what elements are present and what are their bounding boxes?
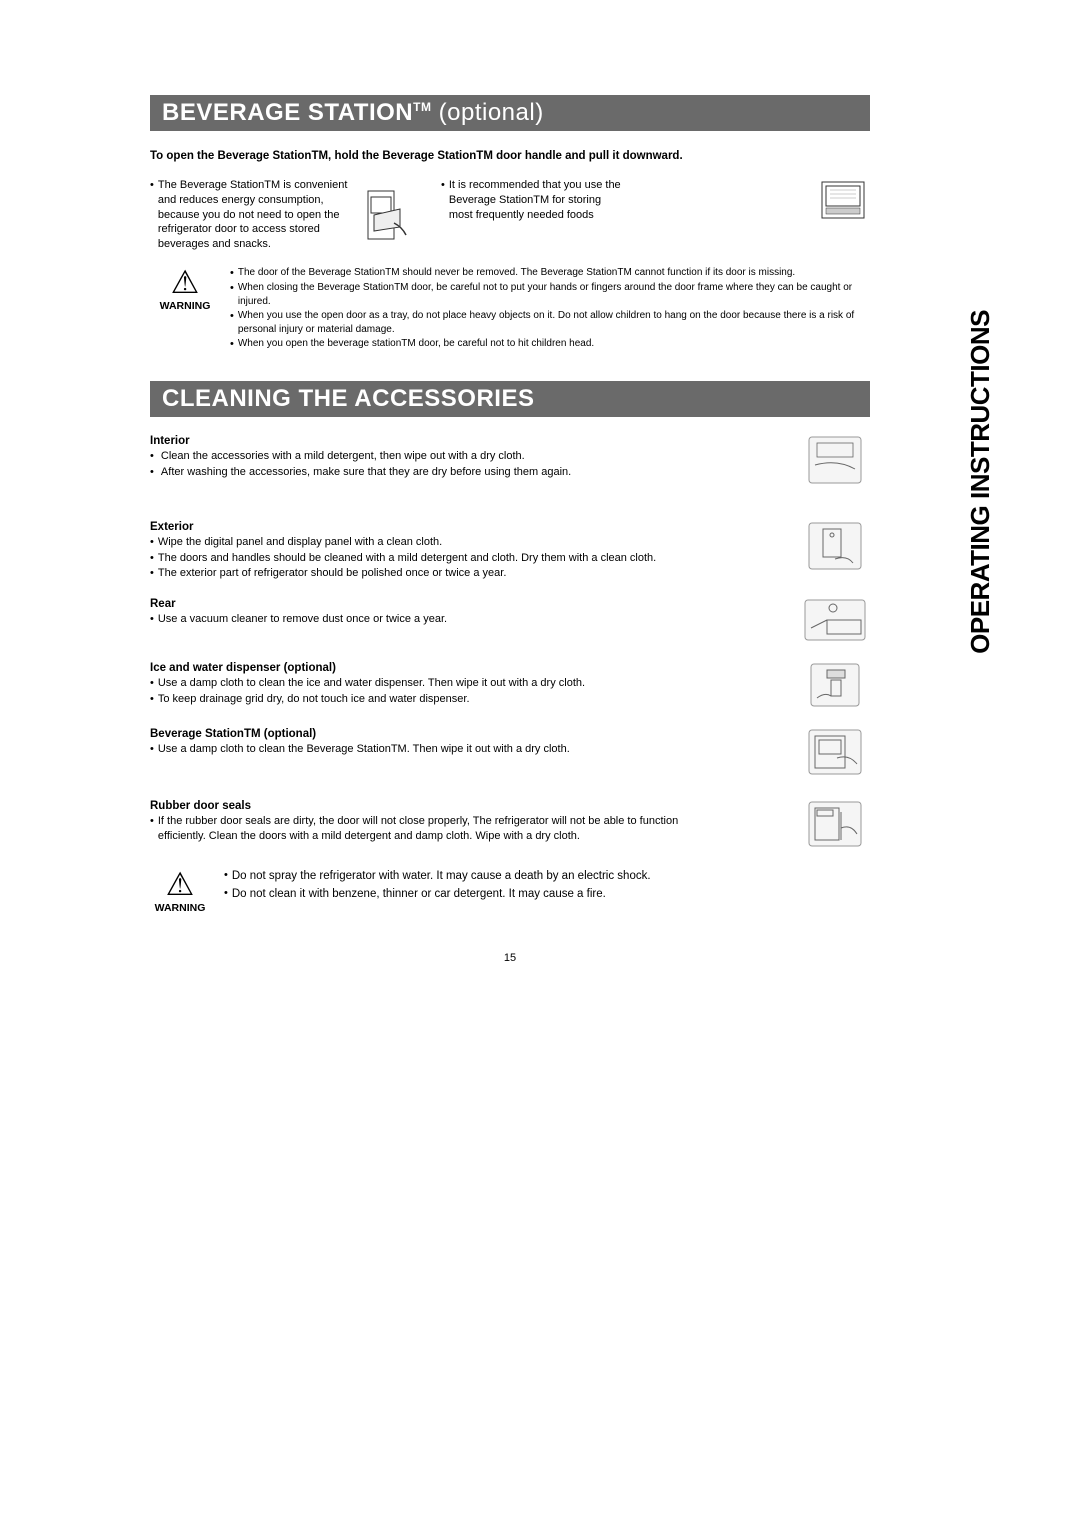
section-header-cleaning: CLEANING THE ACCESSORIES [150, 381, 870, 417]
page-content: BEVERAGE STATIONTM (optional) To open th… [150, 95, 870, 914]
warning1-text: •The door of the Beverage StationTM shou… [230, 266, 870, 353]
sub-rear: Rear •Use a vacuum cleaner to remove dus… [150, 598, 870, 642]
section-header-beverage: BEVERAGE STATIONTM (optional) [150, 95, 870, 131]
dispenser-b0: Use a damp cloth to clean the ice and wa… [158, 676, 585, 691]
warning-label-2: WARNING [150, 902, 210, 914]
beverage-b0: Use a damp cloth to clean the Beverage S… [158, 742, 570, 757]
interior-b0: Clean the accessories with a mild deterg… [161, 449, 525, 464]
col-mid-text: It is recommended that you use the Bever… [449, 178, 621, 252]
warning1-b1: When closing the Beverage StationTM door… [238, 281, 870, 308]
side-tab: OPERATING INSTRUCTIONS [965, 310, 996, 654]
section1-title-suffix: (optional) [431, 99, 543, 126]
tm-mark: TM [413, 100, 431, 114]
exterior-b2: The exterior part of refrigerator should… [158, 566, 507, 581]
sub-exterior: Exterior •Wipe the digital panel and dis… [150, 521, 870, 583]
interior-b1: After washing the accessories, make sure… [161, 465, 571, 480]
warning-block-2: ⚠ WARNING •Do not spray the refrigerator… [150, 868, 870, 914]
warning1-b0: The door of the Beverage StationTM shoul… [238, 266, 795, 280]
sub-beverage: Beverage StationTM (optional) •Use a dam… [150, 728, 870, 776]
section1-title-prefix: BEVERAGE STATION [162, 99, 413, 126]
bullet-dot: • [441, 178, 445, 252]
col-mid: • It is recommended that you use the Bev… [441, 178, 621, 252]
sub-dispenser: Ice and water dispenser (optional) •Use … [150, 662, 870, 708]
illustration-rubber [800, 800, 870, 848]
cleaning-sections: Interior • Clean the accessories with a … [150, 435, 870, 849]
warning-block-1: ⚠ WARNING •The door of the Beverage Stat… [150, 266, 870, 353]
sub-interior: Interior • Clean the accessories with a … [150, 435, 870, 485]
col-left-text: The Beverage StationTM is convenient and… [158, 178, 350, 252]
illustration-exterior [800, 521, 870, 583]
col-left: • The Beverage StationTM is convenient a… [150, 178, 350, 252]
warning-icon: ⚠ [150, 266, 220, 298]
exterior-heading: Exterior [150, 521, 720, 533]
warning-icon-wrap-2: ⚠ WARNING [150, 868, 210, 914]
warning2-text: •Do not spray the refrigerator with wate… [224, 868, 651, 903]
illustration-beverage-station [815, 178, 870, 252]
warning2-b0: Do not spray the refrigerator with water… [232, 868, 651, 885]
illustration-dispenser [800, 662, 870, 708]
interior-heading: Interior [150, 435, 720, 447]
illustration-rear [800, 598, 870, 642]
sub-rubber: Rubber door seals •If the rubber door se… [150, 800, 870, 848]
illustration-interior [800, 435, 870, 485]
illustration-open-door [358, 178, 413, 252]
dispenser-b1: To keep drainage grid dry, do not touch … [158, 692, 470, 707]
rubber-b0: If the rubber door seals are dirty, the … [158, 814, 720, 844]
warning-label: WARNING [150, 300, 220, 312]
illustration-beverage-clean [800, 728, 870, 776]
warning-icon-2: ⚠ [150, 868, 210, 900]
warning2-b1: Do not clean it with benzene, thinner or… [232, 886, 606, 903]
rear-heading: Rear [150, 598, 720, 610]
beverage-heading: Beverage StationTM (optional) [150, 728, 720, 740]
exterior-b1: The doors and handles should be cleaned … [158, 551, 656, 566]
rubber-heading: Rubber door seals [150, 800, 720, 812]
page-number: 15 [150, 952, 870, 964]
beverage-two-col: • The Beverage StationTM is convenient a… [150, 178, 870, 252]
bullet-dot: • [150, 178, 154, 252]
rear-b0: Use a vacuum cleaner to remove dust once… [158, 612, 447, 627]
warning1-b2: When you use the open door as a tray, do… [238, 309, 870, 336]
warning-icon-wrap: ⚠ WARNING [150, 266, 220, 353]
dispenser-heading: Ice and water dispenser (optional) [150, 662, 720, 674]
opening-instruction: To open the Beverage StationTM, hold the… [150, 149, 870, 164]
warning1-b3: When you open the beverage stationTM doo… [238, 337, 594, 351]
exterior-b0: Wipe the digital panel and display panel… [158, 535, 442, 550]
